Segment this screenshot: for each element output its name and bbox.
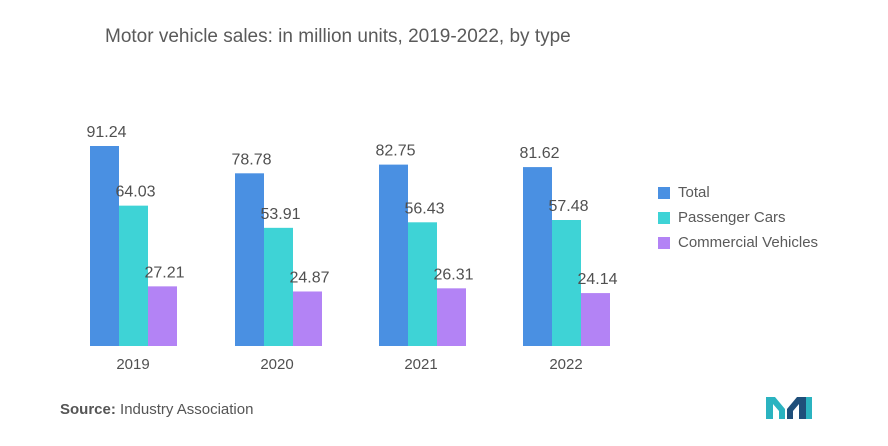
legend-item-commercial-vehicles: Commercial Vehicles: [658, 230, 818, 255]
data-label-passenger-cars-2022: 57.48: [548, 198, 588, 215]
legend-label-total: Total: [678, 184, 710, 201]
x-tick-label-2019: 2019: [116, 356, 149, 373]
data-label-commercial-vehicles-2019: 27.21: [144, 264, 184, 281]
data-label-total-2020: 78.78: [231, 151, 271, 168]
data-label-commercial-vehicles-2022: 24.14: [577, 271, 617, 288]
data-label-passenger-cars-2020: 53.91: [260, 206, 300, 223]
data-label-total-2021: 82.75: [375, 143, 415, 160]
x-tick-label-2020: 2020: [260, 356, 293, 373]
data-label-commercial-vehicles-2021: 26.31: [433, 266, 473, 283]
bar-total-2020: [235, 173, 264, 346]
legend-swatch-passenger-cars: [658, 211, 670, 224]
x-tick-label-2022: 2022: [549, 356, 582, 373]
legend-swatch-commercial-vehicles: [658, 236, 670, 249]
bar-commercial-vehicles-2019: [148, 286, 177, 346]
legend-item-passenger-cars: Passenger Cars: [658, 205, 818, 230]
bar-passenger-cars-2021: [408, 222, 437, 346]
data-label-total-2019: 91.24: [86, 124, 126, 141]
legend-swatch-total: [658, 186, 670, 199]
bar-total-2022: [523, 167, 552, 346]
legend-label-commercial-vehicles: Commercial Vehicles: [678, 234, 819, 251]
data-label-commercial-vehicles-2020: 24.87: [289, 269, 329, 286]
legend-item-total: Total: [658, 180, 818, 205]
source-text: Industry Association: [120, 401, 254, 418]
bar-commercial-vehicles-2021: [437, 288, 466, 346]
bar-commercial-vehicles-2022: [581, 293, 610, 346]
data-label-passenger-cars-2021: 56.43: [404, 200, 444, 217]
bar-passenger-cars-2020: [264, 227, 293, 346]
source-label: Source:: [60, 401, 116, 418]
x-tick-label-2021: 2021: [404, 356, 437, 373]
data-label-total-2022: 81.62: [519, 145, 559, 162]
bar-total-2021: [379, 164, 408, 346]
bar-total-2019: [90, 146, 119, 346]
legend: Total Passenger Cars Commercial Vehicles: [658, 180, 818, 255]
bar-passenger-cars-2022: [552, 220, 581, 346]
source-note: Source: Industry Association: [60, 401, 253, 418]
chart-title: Motor vehicle sales: in million units, 2…: [105, 26, 571, 47]
data-label-passenger-cars-2019: 64.03: [115, 184, 155, 201]
mordor-intelligence-logo-icon: [766, 397, 812, 419]
bar-passenger-cars-2019: [119, 205, 148, 346]
legend-label-passenger-cars: Passenger Cars: [678, 209, 786, 226]
bar-commercial-vehicles-2020: [293, 291, 322, 346]
